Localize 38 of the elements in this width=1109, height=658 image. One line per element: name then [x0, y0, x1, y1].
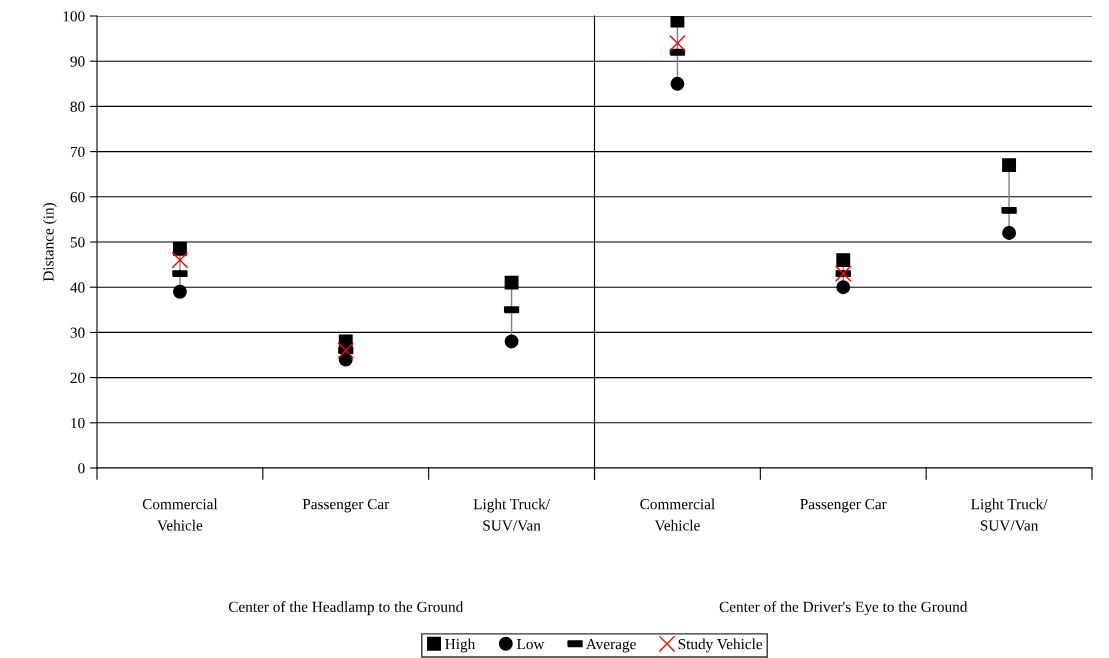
point: [172, 241, 187, 256]
legend-label: Low: [516, 639, 545, 650]
point: [504, 334, 519, 349]
point: [171, 251, 189, 269]
point: [836, 280, 851, 295]
y-tick-label: 90: [70, 56, 85, 67]
point: [670, 76, 685, 91]
x-tick-label: Passenger Car: [800, 499, 887, 513]
point: [670, 16, 685, 28]
point: [337, 342, 355, 359]
y-tick-label: 10: [71, 417, 85, 429]
x-tick-label: Commercial Vehicle: [142, 498, 218, 531]
point: [172, 284, 187, 299]
text: Center of the Headlamp to the Ground: [228, 601, 464, 616]
point: [669, 34, 686, 52]
point: [834, 265, 852, 282]
x-tick-label: Light Truck/ SUV/Van: [473, 498, 550, 531]
y-tick-label: 80: [70, 101, 85, 112]
legend-label: Study Vehicle: [678, 638, 763, 653]
y-tick-label: 70: [70, 146, 85, 158]
x-tick-label: Commercial Vehicle: [640, 498, 715, 531]
x-tick-label: Light Truck/ SUV/Van: [971, 498, 1048, 531]
y-tick-label: 40: [70, 282, 85, 293]
y-tick-label: 20: [70, 372, 85, 384]
y-tick-label: 0: [78, 463, 85, 474]
point: [836, 253, 851, 268]
x-tick-label: Passenger Car: [302, 499, 390, 513]
y-tick-label: 100: [63, 11, 85, 22]
point: [1002, 226, 1017, 240]
text: Center of the Driver's Eye to the Ground: [719, 601, 968, 616]
y-tick-label: 50: [70, 237, 85, 248]
point: [504, 275, 519, 290]
y-axis-title: Distance (in): [42, 203, 57, 282]
y-tick-label: 30: [70, 327, 85, 338]
legend-label: High: [445, 638, 476, 653]
point: [1002, 158, 1017, 173]
legend-label: Average: [585, 639, 636, 653]
y-tick-label: 60: [70, 191, 85, 203]
